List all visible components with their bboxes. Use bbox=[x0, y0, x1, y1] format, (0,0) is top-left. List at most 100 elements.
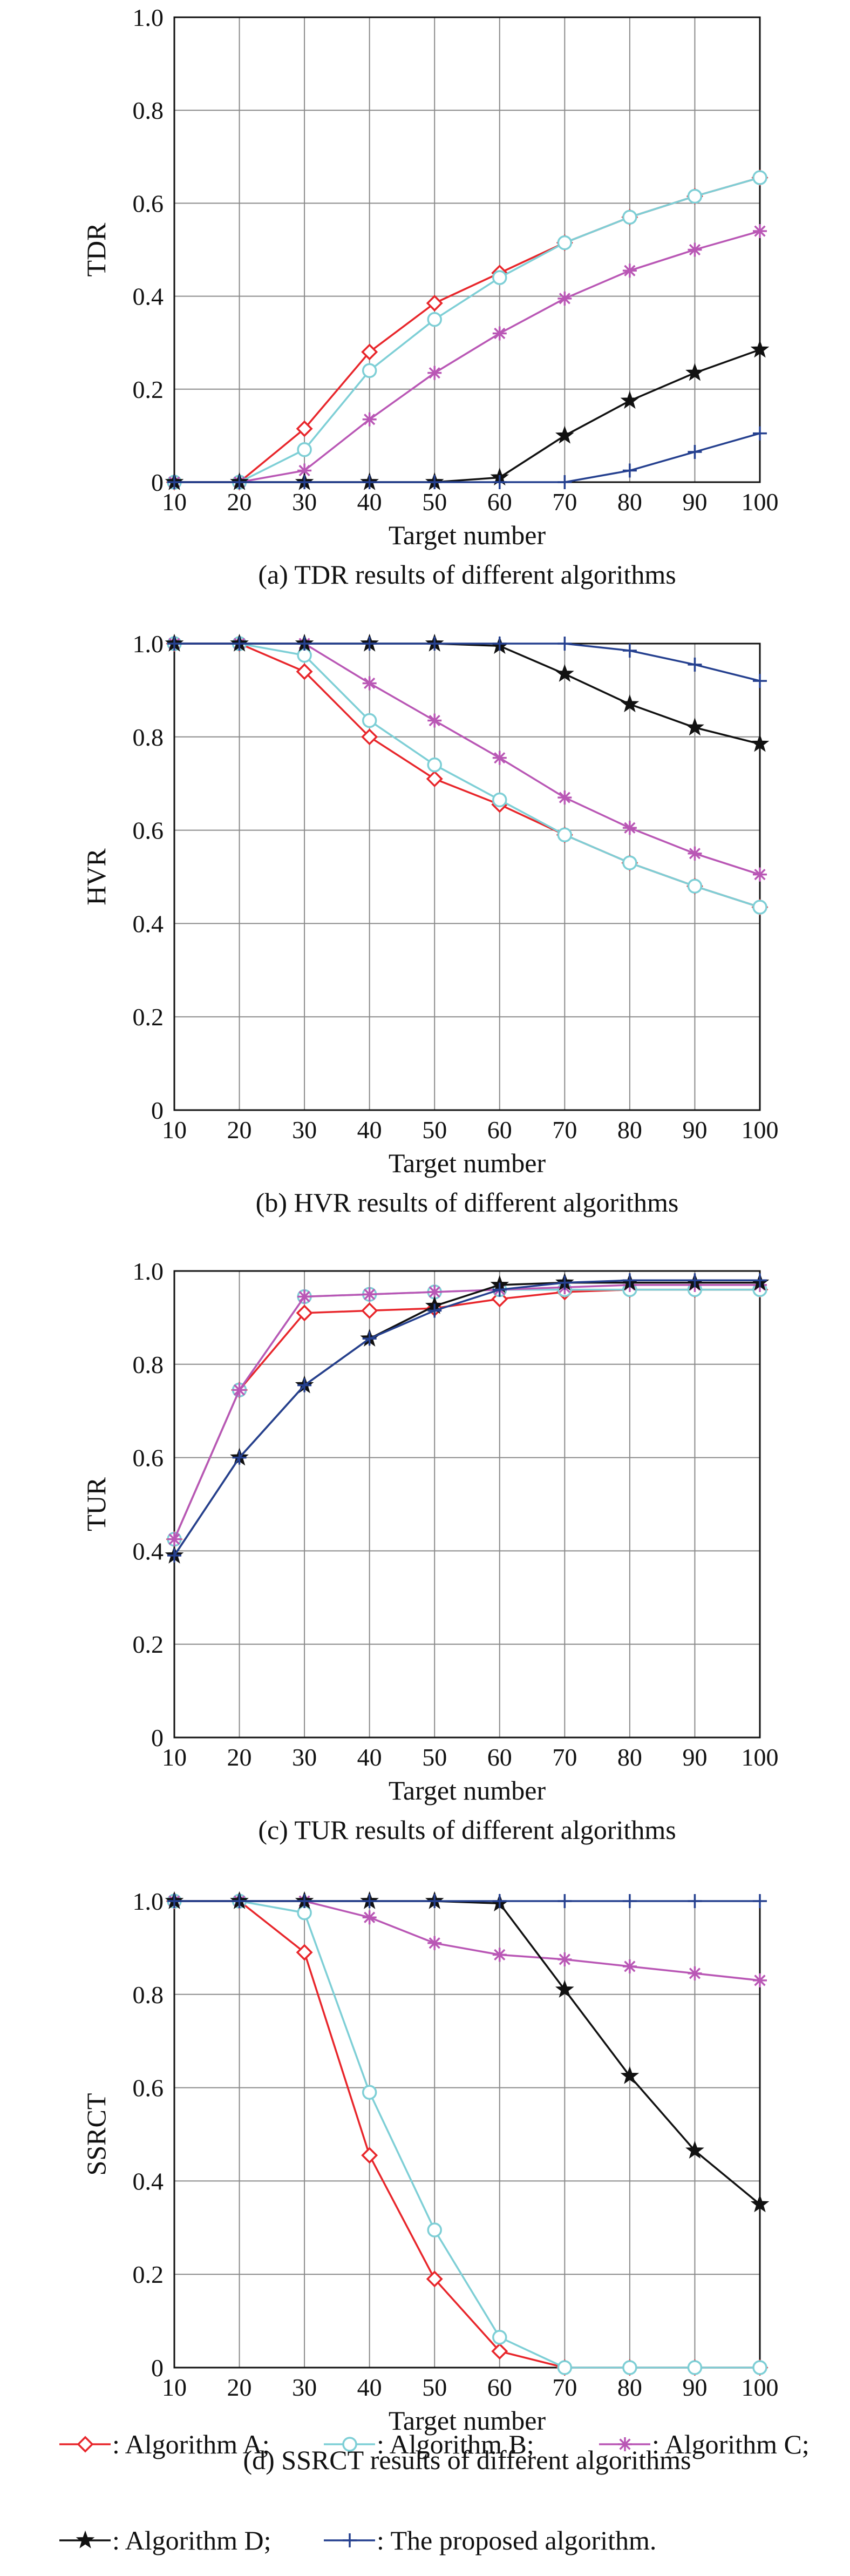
y-tick-label: 1.0 bbox=[133, 630, 164, 658]
data-point-marker bbox=[297, 1905, 312, 1921]
legend-item: : Algorithm C; bbox=[599, 2429, 810, 2459]
x-tick-label: 30 bbox=[292, 1743, 317, 1771]
data-point-marker bbox=[427, 757, 442, 773]
data-point-marker bbox=[362, 676, 377, 691]
series-4 bbox=[165, 340, 770, 490]
x-tick-label: 90 bbox=[682, 1116, 707, 1144]
series-4 bbox=[165, 1891, 770, 2213]
data-point-marker bbox=[622, 463, 637, 478]
x-tick-label: 50 bbox=[422, 1116, 447, 1144]
data-point-marker bbox=[688, 657, 702, 672]
x-tick-label: 100 bbox=[742, 2374, 779, 2401]
data-point-marker bbox=[167, 637, 181, 651]
chart-caption: (c) TUR results of different algorithms bbox=[258, 1815, 676, 1845]
legend-label: : Algorithm C; bbox=[652, 2429, 810, 2459]
y-tick-label: 0.8 bbox=[133, 1351, 164, 1378]
data-point-marker bbox=[557, 827, 573, 842]
x-axis-label: Target number bbox=[389, 520, 546, 550]
data-point-marker bbox=[232, 1450, 247, 1465]
legend-label: : Algorithm B; bbox=[377, 2429, 534, 2459]
data-point-marker bbox=[427, 1894, 442, 1908]
data-point-marker bbox=[426, 2270, 443, 2288]
legend-item: : Algorithm B; bbox=[324, 2429, 534, 2459]
data-point-marker bbox=[232, 1383, 247, 1397]
data-point-marker bbox=[688, 1966, 702, 1980]
x-tick-label: 50 bbox=[422, 2374, 447, 2401]
x-tick-label: 10 bbox=[162, 488, 187, 516]
data-point-marker bbox=[687, 878, 703, 894]
data-point-marker bbox=[427, 2222, 442, 2237]
data-point-marker bbox=[753, 867, 767, 882]
data-point-marker bbox=[427, 637, 442, 651]
x-axis-label: Target number bbox=[389, 1148, 546, 1178]
data-point-marker bbox=[687, 2360, 703, 2375]
data-point-marker bbox=[620, 694, 640, 713]
data-point-marker bbox=[361, 2147, 378, 2164]
data-point-marker bbox=[232, 1894, 247, 1908]
data-point-marker bbox=[362, 475, 377, 489]
series-line bbox=[174, 432, 760, 483]
y-axis-label: SSRCT bbox=[81, 2093, 111, 2176]
legend-marker bbox=[618, 2437, 632, 2451]
series-2 bbox=[167, 1282, 767, 1547]
data-point-marker bbox=[688, 445, 702, 459]
chart-caption: (a) TDR results of different algorithms bbox=[258, 559, 676, 590]
x-tick-label: 10 bbox=[162, 1116, 187, 1144]
data-point-marker bbox=[750, 734, 770, 752]
series-2 bbox=[167, 636, 767, 915]
data-point-marker bbox=[491, 2343, 508, 2360]
data-point-marker bbox=[685, 363, 704, 381]
chart-panel-2: 10 20 30 40 50 60 70 80 90 100 0 0.2 0.4 0.6 0.8 1.0 Tar… bbox=[81, 630, 779, 1218]
chart-panel-1: 10 20 30 40 50 60 70 80 90 100 0 0.2 0.4 0.6 0.8 1.0 Tar… bbox=[81, 4, 779, 590]
series-line bbox=[174, 643, 760, 908]
data-point-marker bbox=[555, 664, 574, 682]
data-point-marker bbox=[753, 674, 767, 688]
series-line bbox=[174, 643, 760, 876]
x-tick-label: 40 bbox=[357, 1743, 382, 1771]
legend-label: : Algorithm D; bbox=[112, 2525, 271, 2555]
data-point-marker bbox=[296, 1304, 313, 1322]
x-tick-label: 10 bbox=[162, 1743, 187, 1771]
chart-panel-4: 10 20 30 40 50 60 70 80 90 100 0 0.2 0.4 0.6 0.8 1.0 Tar… bbox=[81, 1888, 779, 2475]
data-point-marker bbox=[362, 1287, 377, 1302]
data-point-marker bbox=[557, 1952, 572, 1966]
data-point-marker bbox=[622, 821, 637, 835]
y-tick-label: 0.8 bbox=[133, 97, 164, 124]
x-tick-label: 30 bbox=[292, 2374, 317, 2401]
legend-item: : Algorithm A; bbox=[59, 2429, 270, 2459]
x-tick-label: 70 bbox=[552, 2374, 577, 2401]
series-line bbox=[174, 230, 760, 483]
y-tick-label: 1.0 bbox=[133, 4, 164, 31]
series-line bbox=[174, 1900, 761, 2205]
series-line bbox=[173, 1281, 760, 1556]
data-point-marker bbox=[297, 647, 312, 663]
x-tick-label: 70 bbox=[552, 488, 577, 516]
data-point-marker bbox=[557, 637, 572, 651]
data-point-marker bbox=[555, 425, 574, 444]
data-point-marker bbox=[167, 1894, 181, 1908]
data-point-marker bbox=[427, 1936, 442, 1950]
data-point-marker bbox=[752, 900, 767, 915]
series-3 bbox=[167, 637, 767, 882]
data-point-marker bbox=[427, 1303, 442, 1318]
y-axis-label: TDR bbox=[81, 222, 111, 277]
y-tick-label: 0.4 bbox=[133, 1537, 164, 1565]
series-line bbox=[174, 177, 760, 483]
y-axis-label: TUR bbox=[81, 1477, 111, 1531]
x-tick-label: 10 bbox=[162, 2374, 187, 2401]
data-point-marker bbox=[555, 1979, 574, 1998]
legend: : Algorithm A; : Algorithm B; : Algorithm … bbox=[59, 2429, 810, 2555]
series-1 bbox=[166, 169, 769, 491]
data-point-marker bbox=[688, 1894, 702, 1908]
x-tick-label: 20 bbox=[227, 1116, 252, 1144]
series-5 bbox=[167, 1273, 767, 1563]
series-1 bbox=[166, 635, 769, 916]
x-tick-label: 90 bbox=[682, 1743, 707, 1771]
series-line bbox=[174, 1900, 760, 1982]
legend-marker bbox=[343, 2533, 357, 2547]
data-point-marker bbox=[427, 366, 442, 380]
data-point-marker bbox=[362, 637, 377, 651]
x-tick-label: 60 bbox=[487, 1743, 512, 1771]
data-point-marker bbox=[361, 343, 378, 361]
data-point-marker bbox=[492, 1894, 507, 1908]
